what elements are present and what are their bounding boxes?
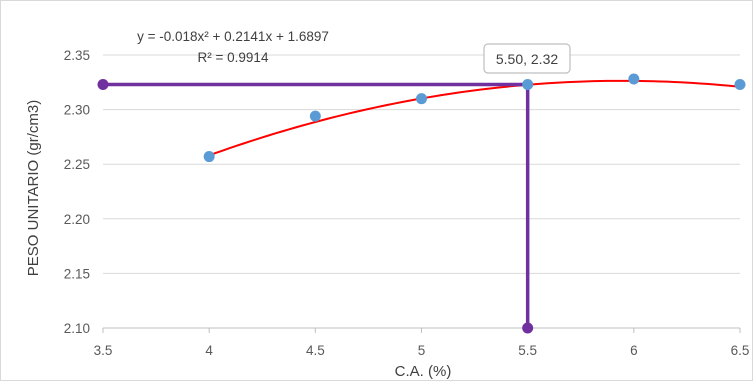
y-axis-ticks: 2.10 2.15 2.20 2.25 2.30 2.35 (64, 48, 90, 336)
data-points (203, 73, 746, 163)
data-point (628, 73, 640, 85)
trendline-curve (208, 79, 741, 157)
data-callout-label: 5.50, 2.32 (496, 51, 558, 67)
x-tick-label: 6 (630, 343, 638, 358)
trendline (208, 79, 741, 157)
reference-lines (97, 78, 534, 334)
reference-endpoint-marker (97, 78, 109, 90)
x-tick-label: 5.5 (518, 343, 537, 358)
y-tick-label: 2.35 (64, 48, 90, 63)
x-tick-label: 4 (205, 343, 213, 358)
data-point (416, 93, 427, 105)
data-callout: 5.50, 2.32 (483, 43, 571, 74)
data-callout-box (483, 43, 571, 74)
trendline-r-squared: R² = 0.9914 (198, 50, 269, 65)
y-tick-label: 2.20 (64, 212, 90, 227)
x-tick-label: 5 (418, 343, 426, 358)
y-tick-label: 2.25 (64, 157, 90, 172)
data-point (522, 78, 534, 90)
y-tick-label: 2.30 (64, 103, 90, 118)
data-point (203, 151, 215, 163)
data-point (309, 110, 321, 122)
y-tick-label: 2.15 (64, 266, 90, 281)
x-axis-title: C.A. (%) (395, 363, 452, 380)
x-tick-label: 4.5 (306, 343, 325, 358)
y-axis-title: PESO UNITARIO (gr/cm3) (25, 100, 42, 276)
reference-endpoint-marker (522, 322, 534, 334)
data-point (734, 78, 746, 90)
trendline-equation: y = -0.018x² + 0.2141x + 1.6897 (137, 29, 329, 44)
x-tick-label: 6.5 (731, 343, 750, 358)
y-tick-label: 2.10 (64, 321, 90, 336)
x-axis-ticks: 3.5 4 4.5 5 5.5 6 6.5 (94, 328, 750, 358)
x-tick-label: 3.5 (94, 343, 113, 358)
